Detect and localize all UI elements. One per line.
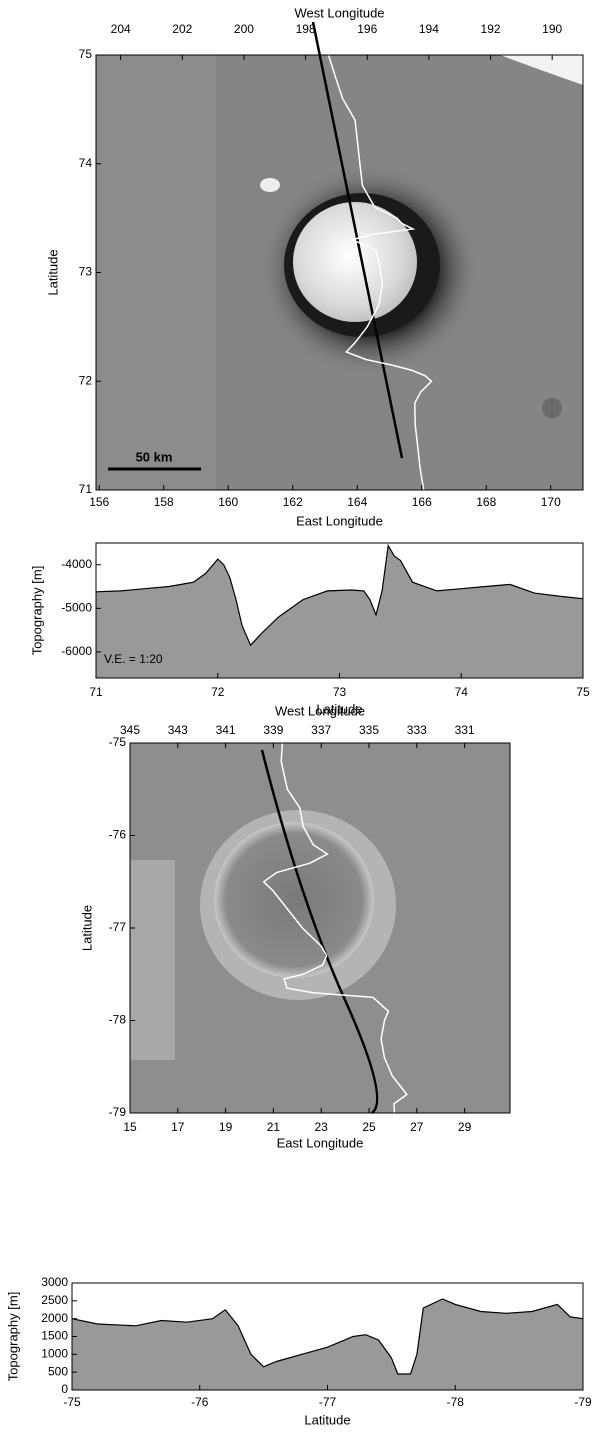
y-tick-label: -4000 — [61, 557, 92, 571]
x-tick-label: 15 — [123, 1120, 137, 1134]
y-tick-label: 0 — [61, 1382, 68, 1396]
x-tick-label: 164 — [347, 495, 367, 509]
track-line — [311, 21, 404, 459]
y-tick-label: -77 — [109, 920, 127, 934]
x2-tick-label: 192 — [481, 22, 501, 36]
y-tick-label: -75 — [109, 735, 127, 749]
y-tick-label: -78 — [109, 1013, 127, 1027]
y-axis-label: Topography [m] — [29, 566, 44, 656]
x2-tick-label: 194 — [419, 22, 439, 36]
y-tick-label: 1000 — [41, 1347, 68, 1361]
topography-area — [72, 1299, 583, 1390]
x-tick-label: -78 — [447, 1395, 465, 1409]
x-tick-label: 170 — [541, 495, 561, 509]
x2-tick-label: 339 — [263, 723, 283, 737]
x-tick-label: 166 — [412, 495, 432, 509]
y-tick-label: 74 — [79, 156, 93, 170]
x-tick-label: 160 — [218, 495, 238, 509]
x-axis-label: East Longitude — [277, 1135, 364, 1150]
x-tick-label: 21 — [267, 1120, 281, 1134]
profile-overlay — [327, 54, 433, 491]
x2-tick-label: 190 — [542, 22, 562, 36]
x-tick-label: 17 — [171, 1120, 185, 1134]
x2-axis-label: West Longitude — [294, 5, 384, 20]
x2-tick-label: 200 — [234, 22, 254, 36]
y-axis-label: Latitude — [79, 905, 94, 951]
x-tick-label: 71 — [89, 685, 103, 699]
x-axis-label: East Longitude — [296, 513, 383, 528]
x-tick-label: 29 — [458, 1120, 472, 1134]
x2-tick-label: 196 — [357, 22, 377, 36]
x-tick-label: 74 — [455, 685, 469, 699]
y-tick-label: 2000 — [41, 1311, 68, 1325]
x2-tick-label: 204 — [111, 22, 131, 36]
x2-axis-label: West Longitude — [275, 703, 365, 718]
x-tick-label: 156 — [89, 495, 109, 509]
x2-tick-label: 341 — [216, 723, 236, 737]
y-tick-label: -6000 — [61, 644, 92, 658]
x-tick-label: 19 — [219, 1120, 233, 1134]
x-tick-label: 168 — [476, 495, 496, 509]
x-tick-label: -77 — [319, 1395, 337, 1409]
x2-tick-label: 198 — [296, 22, 316, 36]
x-tick-label: 27 — [410, 1120, 424, 1134]
x-tick-label: 23 — [315, 1120, 329, 1134]
x-tick-label: -76 — [191, 1395, 209, 1409]
y-tick-label: 72 — [79, 373, 93, 387]
x-tick-label: 162 — [283, 495, 303, 509]
y-tick-label: 73 — [79, 265, 93, 279]
x-tick-label: 25 — [362, 1120, 376, 1134]
map-2-image — [130, 743, 510, 1113]
y-axis-label: Topography [m] — [5, 1292, 20, 1382]
x-axis-label: Latitude — [304, 1412, 350, 1427]
y-axis-label: Latitude — [45, 249, 60, 295]
x-tick-label: -79 — [574, 1395, 592, 1409]
x2-tick-label: 337 — [311, 723, 331, 737]
y-tick-label: -76 — [109, 828, 127, 842]
x2-tick-label: 331 — [455, 723, 475, 737]
scale-label: 50 km — [136, 449, 173, 464]
x-tick-label: 75 — [576, 685, 590, 699]
x-tick-label: 73 — [333, 685, 347, 699]
y-tick-label: 71 — [79, 482, 93, 496]
map-1-image — [96, 55, 583, 490]
x2-tick-label: 343 — [168, 723, 188, 737]
y-tick-label: 1500 — [41, 1329, 68, 1343]
track-line — [260, 749, 379, 1115]
y-tick-label: 3000 — [41, 1275, 68, 1289]
x-tick-label: 158 — [154, 495, 174, 509]
x2-tick-label: 333 — [407, 723, 427, 737]
topography-area — [96, 545, 583, 678]
y-tick-label: -5000 — [61, 600, 92, 614]
x-axis-label: Latitude — [316, 701, 362, 716]
profile-overlay — [262, 742, 408, 1114]
topography-line — [95, 543, 584, 647]
x-tick-label: -75 — [63, 1395, 81, 1409]
ve-label: V.E. = 1:20 — [104, 652, 163, 666]
y-tick-label: 500 — [48, 1364, 68, 1378]
y-tick-label: -79 — [109, 1105, 127, 1119]
topography-line — [71, 1298, 584, 1375]
x2-tick-label: 345 — [120, 723, 140, 737]
y-tick-label: 2500 — [41, 1293, 68, 1307]
x-tick-label: 72 — [211, 685, 225, 699]
y-tick-label: 75 — [79, 47, 93, 61]
x2-tick-label: 335 — [359, 723, 379, 737]
x2-tick-label: 202 — [172, 22, 192, 36]
